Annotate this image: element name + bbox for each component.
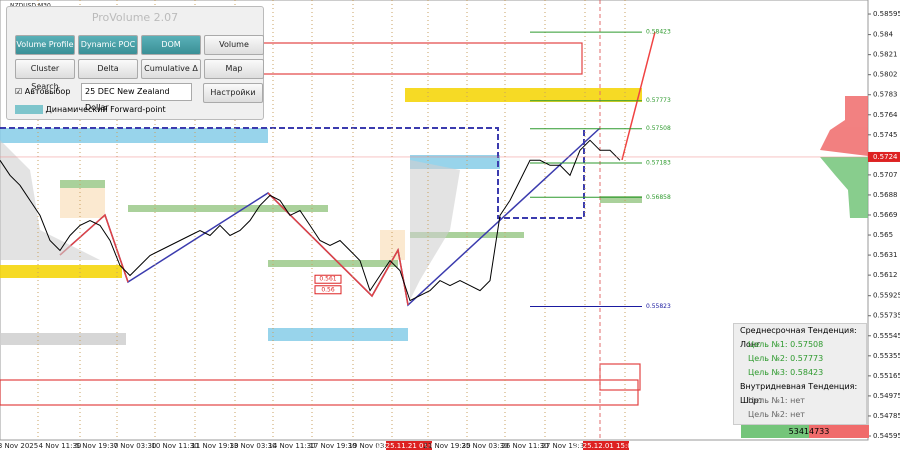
x-tick-label: 21 Nov 19:30	[423, 442, 470, 450]
level-label: 0.57508	[646, 125, 671, 132]
current-price-bg	[868, 151, 900, 162]
panel-button[interactable]: Cluster Search	[15, 59, 75, 91]
panel-button[interactable]: Map	[204, 59, 264, 79]
level-label: 0.55823	[646, 303, 671, 310]
level-label: 0.57773	[646, 97, 671, 104]
volume-bar: 53414733	[741, 425, 869, 438]
info-line: Цель №1: нет	[748, 396, 805, 405]
x-tick-label: 5 Nov 19:30	[76, 442, 119, 450]
y-tick-label: 0.5707	[873, 171, 898, 179]
current-price-label: 0.5724	[873, 153, 898, 161]
x-tick-label: 25 Nov 03:30	[461, 442, 508, 450]
info-line: Цель №3: 0.58423	[748, 368, 824, 377]
panel-button[interactable]: Volume Profile	[15, 35, 75, 55]
box-level	[314, 285, 342, 295]
box-level	[314, 274, 342, 284]
x-tick-label: 14 Nov 11:30	[268, 442, 315, 450]
panel-button[interactable]: Dynamic POC	[78, 35, 138, 55]
zones	[0, 0, 868, 440]
panel-title: ProVolume 2.07	[91, 11, 179, 24]
y-tick-label: 0.5745	[873, 131, 898, 139]
x-tick-label: 11 Nov 19:30	[191, 442, 238, 450]
trend-info: Среднесрочная Тенденция: Лонг Цель №1: 0.…	[733, 323, 867, 425]
y-tick-label: 0.54595	[873, 432, 900, 440]
info-line: Внутридневная Тенденция: Шорт	[740, 382, 858, 405]
y-tick-label: 0.54975	[873, 392, 900, 400]
box-level-label: 0.56	[321, 286, 335, 293]
y-tick-label: 0.5688	[873, 191, 898, 199]
x-tick-label: 2025.12.01 15:00	[574, 442, 636, 450]
x-tick-label: 3 Nov 2025	[0, 442, 38, 450]
x-tick-label: 4 Nov 11:30	[39, 442, 82, 450]
panel-button[interactable]: DOM	[141, 35, 201, 55]
autoselect[interactable]: ☑ Автовыбор	[15, 87, 71, 96]
buy-volume: 5341	[741, 425, 809, 438]
x-tick-label: 2025.11.21 01:00	[377, 442, 439, 450]
x-tick-label: 7 Nov 03:30	[114, 442, 157, 450]
provolume-panel: ProVolume 2.07 Volume Profile Dynamic POC…	[6, 6, 264, 120]
autoselect-label: Автовыбор	[24, 87, 71, 96]
y-tick-label: 0.5783	[873, 91, 898, 99]
x-tick-label: 13 Nov 03:30	[229, 442, 276, 450]
panel-button[interactable]: Cumulative Δ	[141, 59, 201, 79]
sell-volume: 4733	[809, 425, 869, 438]
y-tick-label: 0.55355	[873, 352, 900, 360]
y-tick-label: 0.55925	[873, 292, 900, 300]
info-line: Цель №2: 0.57773	[748, 354, 824, 363]
y-tick-label: 0.54785	[873, 412, 900, 420]
price-line	[0, 139, 621, 302]
y-tick-label: 0.584	[873, 31, 894, 39]
level-label: 0.56858	[646, 194, 671, 201]
settings-button[interactable]: Настройки	[203, 83, 263, 103]
y-tick-label: 0.5612	[873, 271, 898, 279]
y-tick-label: 0.55545	[873, 332, 900, 340]
y-tick-label: 0.5764	[873, 111, 898, 119]
panel-button[interactable]: Delta	[78, 59, 138, 79]
x-tick-label: 27 Nov 19:30	[541, 442, 588, 450]
panel-button[interactable]: Volume	[204, 35, 264, 55]
y-tick-label: 0.5669	[873, 211, 898, 219]
x-label-bg	[583, 441, 629, 450]
level-label: 0.57183	[646, 159, 671, 166]
x-tick-label: 10 Nov 11:30	[151, 442, 198, 450]
x-tick-label: 17 Nov 19:30	[309, 442, 356, 450]
level-label: 0.58423	[646, 29, 671, 36]
info-line: Цель №1: 0.57508	[748, 340, 824, 349]
y-tick-label: 0.5631	[873, 251, 898, 259]
x-label-bg	[386, 441, 432, 450]
y-tick-label: 0.565	[873, 231, 893, 239]
x-tick-label: 19 Nov 03:30	[348, 442, 395, 450]
y-tick-label: 0.55735	[873, 312, 900, 320]
forward-point[interactable]: Динамический Forward-point	[15, 105, 166, 114]
info-line: Среднесрочная Тенденция: Лонг	[740, 326, 857, 349]
forward-label: Динамический Forward-point	[45, 105, 166, 114]
info-line: Цель №2: нет	[748, 410, 805, 419]
y-tick-label: 0.5802	[873, 71, 898, 79]
y-tick-label: 0.58595	[873, 10, 900, 18]
y-tick-label: 0.55165	[873, 372, 900, 380]
x-tick-label: 26 Nov 11:30	[501, 442, 548, 450]
box-level-label: 0.561	[319, 276, 336, 283]
instrument-select[interactable]: 25 DEC New Zealand Dollar	[81, 83, 192, 112]
y-tick-label: 0.5821	[873, 51, 898, 59]
